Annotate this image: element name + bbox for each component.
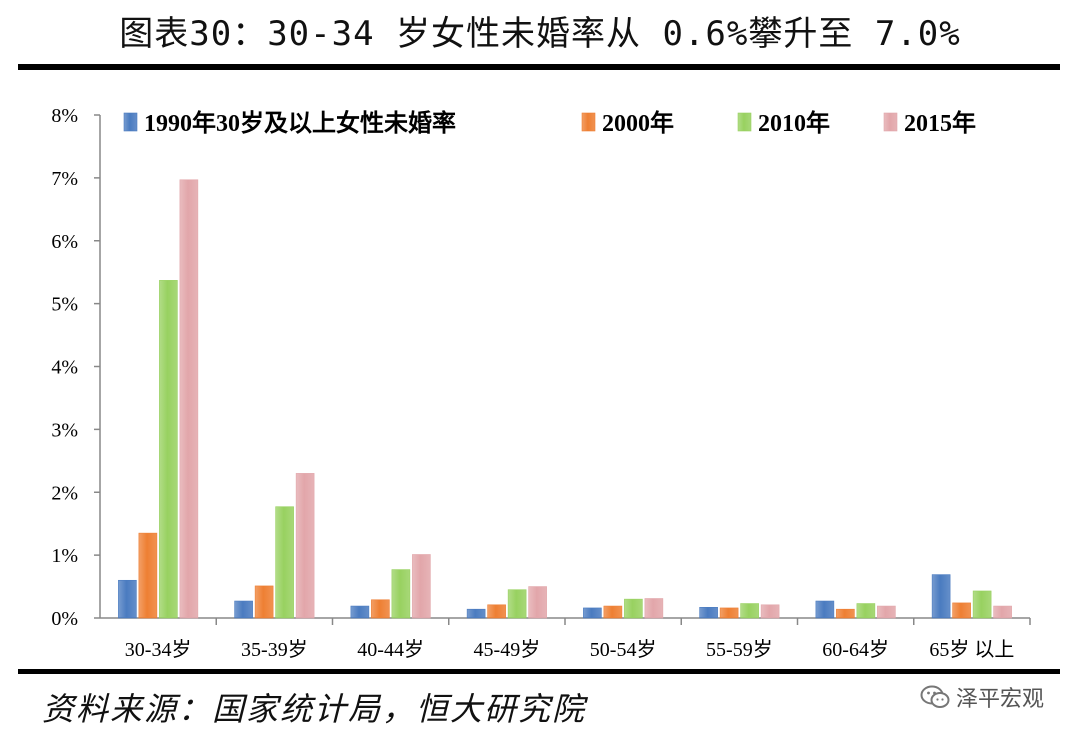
bar xyxy=(391,569,411,619)
x-tick-label: 55-59岁 xyxy=(706,638,773,661)
x-tick-label: 65岁 以上 xyxy=(929,638,1014,661)
bar xyxy=(138,532,158,619)
chart-title: 图表30：30-34 岁女性未婚率从 0.6%攀升至 7.0% xyxy=(119,14,961,54)
x-tick-label: 40-44岁 xyxy=(357,638,424,661)
bar xyxy=(699,607,718,619)
bar xyxy=(350,605,370,619)
bar xyxy=(815,600,835,619)
bar xyxy=(603,605,623,619)
y-tick-label: 3% xyxy=(51,419,78,441)
footer-rule xyxy=(18,669,1060,674)
x-tick-label: 35-39岁 xyxy=(241,638,308,661)
y-tick-label: 2% xyxy=(51,482,78,504)
bar xyxy=(295,473,315,619)
bar xyxy=(719,607,739,619)
legend-swatch xyxy=(581,112,596,132)
bar xyxy=(254,585,274,619)
bar xyxy=(234,600,253,619)
bar xyxy=(952,602,971,619)
legend-label: 2000年 xyxy=(602,109,674,137)
bar xyxy=(877,605,896,619)
bar xyxy=(507,589,527,619)
legend-swatch xyxy=(123,112,138,132)
legend-label: 1990年30岁及以上女性未婚率 xyxy=(144,109,456,137)
legend-swatch xyxy=(737,112,752,132)
bar xyxy=(179,179,199,619)
legend-label: 2015年 xyxy=(904,109,976,137)
watermark-text: 泽平宏观 xyxy=(955,687,1044,712)
bar xyxy=(740,603,759,619)
bar xyxy=(118,579,137,619)
title-rule xyxy=(18,64,1060,70)
y-tick-label: 1% xyxy=(51,545,78,567)
bar xyxy=(412,554,431,619)
bar xyxy=(583,607,602,619)
bar xyxy=(159,280,178,619)
source-note: 资料来源：国家统计局，恒大研究院 xyxy=(42,690,587,728)
y-tick-label: 4% xyxy=(51,357,78,379)
x-tick-label: 50-54岁 xyxy=(590,638,657,661)
legend-swatch xyxy=(883,112,898,132)
bar xyxy=(275,506,294,619)
bar xyxy=(856,603,876,619)
bar xyxy=(760,604,780,619)
y-tick-label: 6% xyxy=(51,231,78,253)
bar xyxy=(371,599,390,619)
bar xyxy=(487,604,506,619)
x-tick-label: 30-34岁 xyxy=(125,638,192,661)
bar xyxy=(972,590,992,619)
y-tick-label: 8% xyxy=(51,105,78,127)
bar xyxy=(624,598,643,619)
wechat-icon xyxy=(920,685,950,708)
bar xyxy=(931,574,951,619)
watermark: 泽平宏观 xyxy=(920,681,1044,713)
bar xyxy=(528,586,547,619)
bar xyxy=(993,605,1012,619)
bar xyxy=(466,608,486,619)
legend-label: 2010年 xyxy=(758,109,830,137)
bar xyxy=(644,598,664,619)
x-tick-label: 45-49岁 xyxy=(474,638,541,661)
y-tick-label: 7% xyxy=(51,168,78,190)
bar xyxy=(836,608,855,619)
y-tick-label: 5% xyxy=(51,294,78,316)
x-tick-label: 60-64岁 xyxy=(822,638,889,661)
y-tick-label: 0% xyxy=(51,608,78,630)
